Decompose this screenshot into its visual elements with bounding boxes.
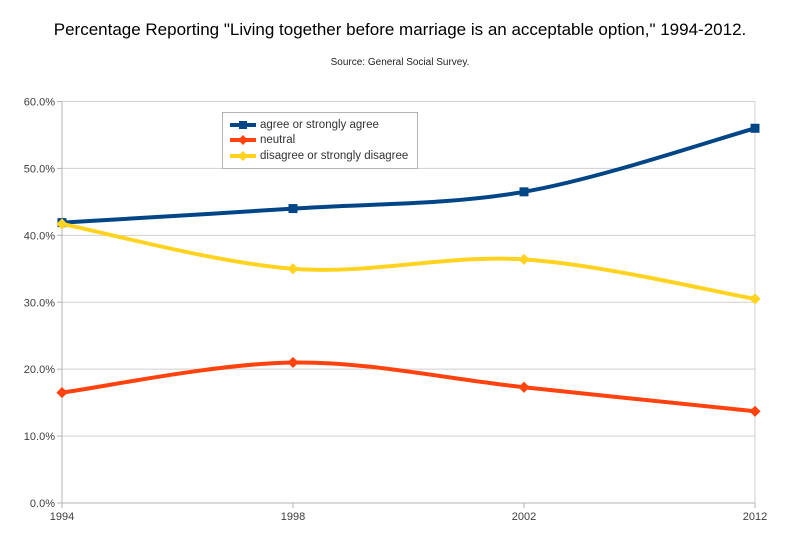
- chart-subtitle: Source: General Social Survey.: [330, 57, 470, 68]
- legend-diamond-line-icon: [230, 150, 256, 161]
- y-axis-tick-label: 60.0%: [24, 97, 55, 109]
- y-axis-tick-label: 10.0%: [24, 431, 55, 443]
- legend-label: disagree or strongly disagree: [260, 149, 409, 162]
- data-point-marker-agree-or-strongly-agree-1998: [288, 204, 298, 214]
- series-line-disagree-or-strongly-disagree: [60, 221, 757, 301]
- data-point-marker-agree-or-strongly-agree-2012: [750, 123, 760, 133]
- chart-title: Percentage Reporting "Living together be…: [53, 20, 747, 39]
- legend-label: agree or strongly agree: [260, 118, 379, 131]
- data-point-marker-disagree-or-strongly-disagree-2002: [518, 253, 530, 266]
- data-point-marker-disagree-or-strongly-disagree-2012: [749, 293, 761, 305]
- series-line-neutral: [60, 360, 757, 414]
- legend-marker-swatch: [238, 135, 248, 146]
- legend-item-neutral: neutral: [230, 133, 408, 149]
- x-axis-tick-label: 2012: [743, 511, 767, 523]
- legend-square-line-icon: [230, 120, 256, 129]
- data-point-marker-neutral-2012: [749, 405, 761, 417]
- legend-item-agree-or-strongly-agree: agree or strongly agree: [230, 117, 408, 133]
- data-point-marker-neutral-1994: [56, 387, 68, 399]
- legend-marker-swatch: [239, 120, 247, 129]
- series-disagree-or-strongly-disagree: [56, 218, 761, 305]
- legend-marker-swatch: [238, 150, 248, 161]
- y-axis-tick-label: 0.0%: [30, 498, 55, 510]
- y-axis-tick-label: 30.0%: [24, 297, 55, 309]
- data-point-marker-agree-or-strongly-agree-2002: [519, 187, 529, 197]
- y-axis-tick-label: 40.0%: [24, 230, 55, 242]
- data-point-marker-disagree-or-strongly-disagree-1998: [287, 263, 299, 275]
- data-point-marker-neutral-2002: [518, 381, 530, 393]
- data-point-marker-neutral-1998: [287, 356, 299, 369]
- legend-diamond-line-icon: [230, 135, 256, 146]
- y-axis-tick-label: 20.0%: [24, 364, 55, 376]
- x-axis-tick-label: 1998: [281, 511, 305, 523]
- x-axis-tick-label: 1994: [50, 511, 74, 523]
- series-neutral: [56, 356, 761, 417]
- data-point-marker-disagree-or-strongly-disagree-1994: [56, 218, 68, 230]
- x-axis-tick-label: 2002: [512, 511, 536, 523]
- legend: agree or strongly agree neutral disagree o…: [222, 112, 419, 169]
- legend-label: neutral: [260, 134, 296, 147]
- y-axis-tick-label: 50.0%: [24, 163, 55, 175]
- legend-item-disagree-or-strongly-disagree: disagree or strongly disagree: [230, 148, 408, 164]
- series-line-agree-or-strongly-agree: [60, 126, 757, 225]
